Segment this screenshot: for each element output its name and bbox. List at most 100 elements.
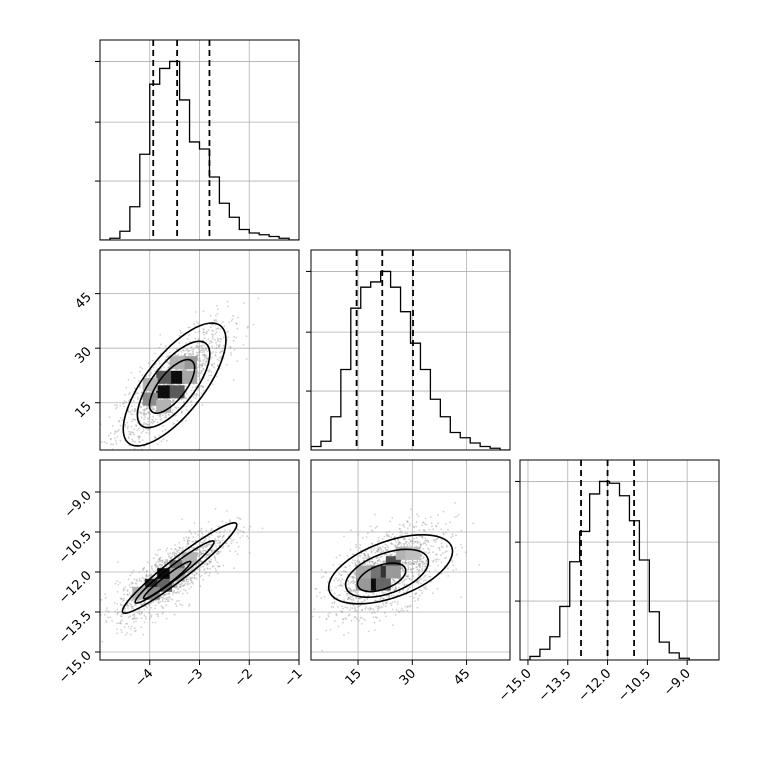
sample-point xyxy=(374,599,376,602)
sample-point xyxy=(363,557,366,559)
sample-point xyxy=(445,556,448,559)
sample-point xyxy=(409,595,412,598)
sample-point xyxy=(156,560,159,563)
sample-point xyxy=(198,554,201,556)
sample-point xyxy=(165,356,168,358)
sample-point xyxy=(192,353,195,356)
sample-point xyxy=(203,569,205,571)
sample-point xyxy=(138,436,141,439)
sample-point xyxy=(403,591,405,594)
sample-point xyxy=(160,564,163,566)
sample-point xyxy=(198,357,201,360)
sample-point xyxy=(209,560,212,563)
sample-point xyxy=(316,638,319,641)
sample-point xyxy=(384,547,387,549)
sample-point xyxy=(153,408,156,410)
sample-point xyxy=(178,551,181,554)
sample-point xyxy=(415,521,418,524)
sample-point xyxy=(337,584,340,587)
sample-point xyxy=(203,337,206,340)
sample-point xyxy=(198,330,201,333)
sample-point xyxy=(211,364,213,367)
sample-point xyxy=(142,567,145,570)
sample-point xyxy=(202,362,205,365)
sample-point xyxy=(216,572,219,575)
sample-point xyxy=(131,418,134,421)
sample-point xyxy=(404,542,407,545)
sample-point xyxy=(203,353,206,356)
sample-point xyxy=(165,598,168,601)
sample-point xyxy=(194,395,197,397)
sample-point xyxy=(192,536,195,538)
sample-point xyxy=(168,362,171,365)
contour-level xyxy=(356,562,407,593)
sample-point xyxy=(432,592,434,595)
sample-point xyxy=(179,583,182,586)
sample-point xyxy=(369,606,372,609)
sample-point xyxy=(158,561,160,563)
sample-point xyxy=(196,378,199,381)
sample-point xyxy=(116,430,119,432)
sample-point xyxy=(157,599,160,602)
sample-point xyxy=(347,580,350,583)
sample-point xyxy=(145,573,148,576)
sample-point xyxy=(408,538,410,540)
sample-point xyxy=(384,560,387,563)
sample-point xyxy=(368,564,371,566)
sample-point xyxy=(424,517,427,520)
sample-point xyxy=(166,600,169,603)
sample-point xyxy=(124,393,127,396)
sample-point xyxy=(378,547,381,549)
sample-point xyxy=(133,387,136,390)
sample-point xyxy=(89,611,91,613)
sample-point xyxy=(388,554,391,556)
sample-point xyxy=(173,551,176,554)
sample-point xyxy=(136,600,139,603)
sample-point xyxy=(188,548,191,551)
scatter-panel-2-1 xyxy=(310,459,511,661)
sample-point xyxy=(408,578,411,581)
sample-point xyxy=(389,602,392,605)
sample-point xyxy=(161,564,164,567)
sample-point xyxy=(143,408,146,411)
sample-point xyxy=(225,521,228,524)
sample-point xyxy=(391,543,394,545)
sample-point xyxy=(190,546,193,549)
sample-point xyxy=(196,372,199,374)
sample-point xyxy=(378,559,381,562)
sample-point xyxy=(118,622,121,625)
sample-point xyxy=(201,532,204,535)
sample-point xyxy=(200,574,203,577)
sample-point xyxy=(195,577,198,580)
sample-point xyxy=(192,348,195,351)
sample-point xyxy=(168,592,171,594)
sample-point xyxy=(415,562,418,565)
sample-point xyxy=(188,349,191,352)
sample-point xyxy=(220,551,222,553)
sample-point xyxy=(154,409,157,412)
sample-point xyxy=(416,560,419,563)
sample-point xyxy=(383,612,386,614)
sample-point xyxy=(175,592,178,594)
sample-point xyxy=(230,542,233,545)
sample-point xyxy=(216,539,218,542)
x-tick-label: −4 xyxy=(132,666,156,690)
sample-point xyxy=(396,544,399,546)
sample-point xyxy=(148,423,151,425)
sample-point xyxy=(356,610,358,613)
sample-point xyxy=(427,540,430,542)
sample-point xyxy=(157,558,160,561)
sample-point xyxy=(194,311,197,313)
sample-point xyxy=(116,590,119,593)
sample-point xyxy=(139,440,141,443)
sample-point xyxy=(393,589,396,592)
sample-point xyxy=(177,588,180,591)
panel-frame xyxy=(310,249,511,451)
sample-point xyxy=(201,347,204,350)
sample-point xyxy=(136,578,138,581)
sample-point xyxy=(228,544,230,547)
sample-point xyxy=(395,587,397,590)
sample-point xyxy=(216,375,218,378)
sample-point xyxy=(222,535,225,538)
sample-point xyxy=(103,462,105,464)
